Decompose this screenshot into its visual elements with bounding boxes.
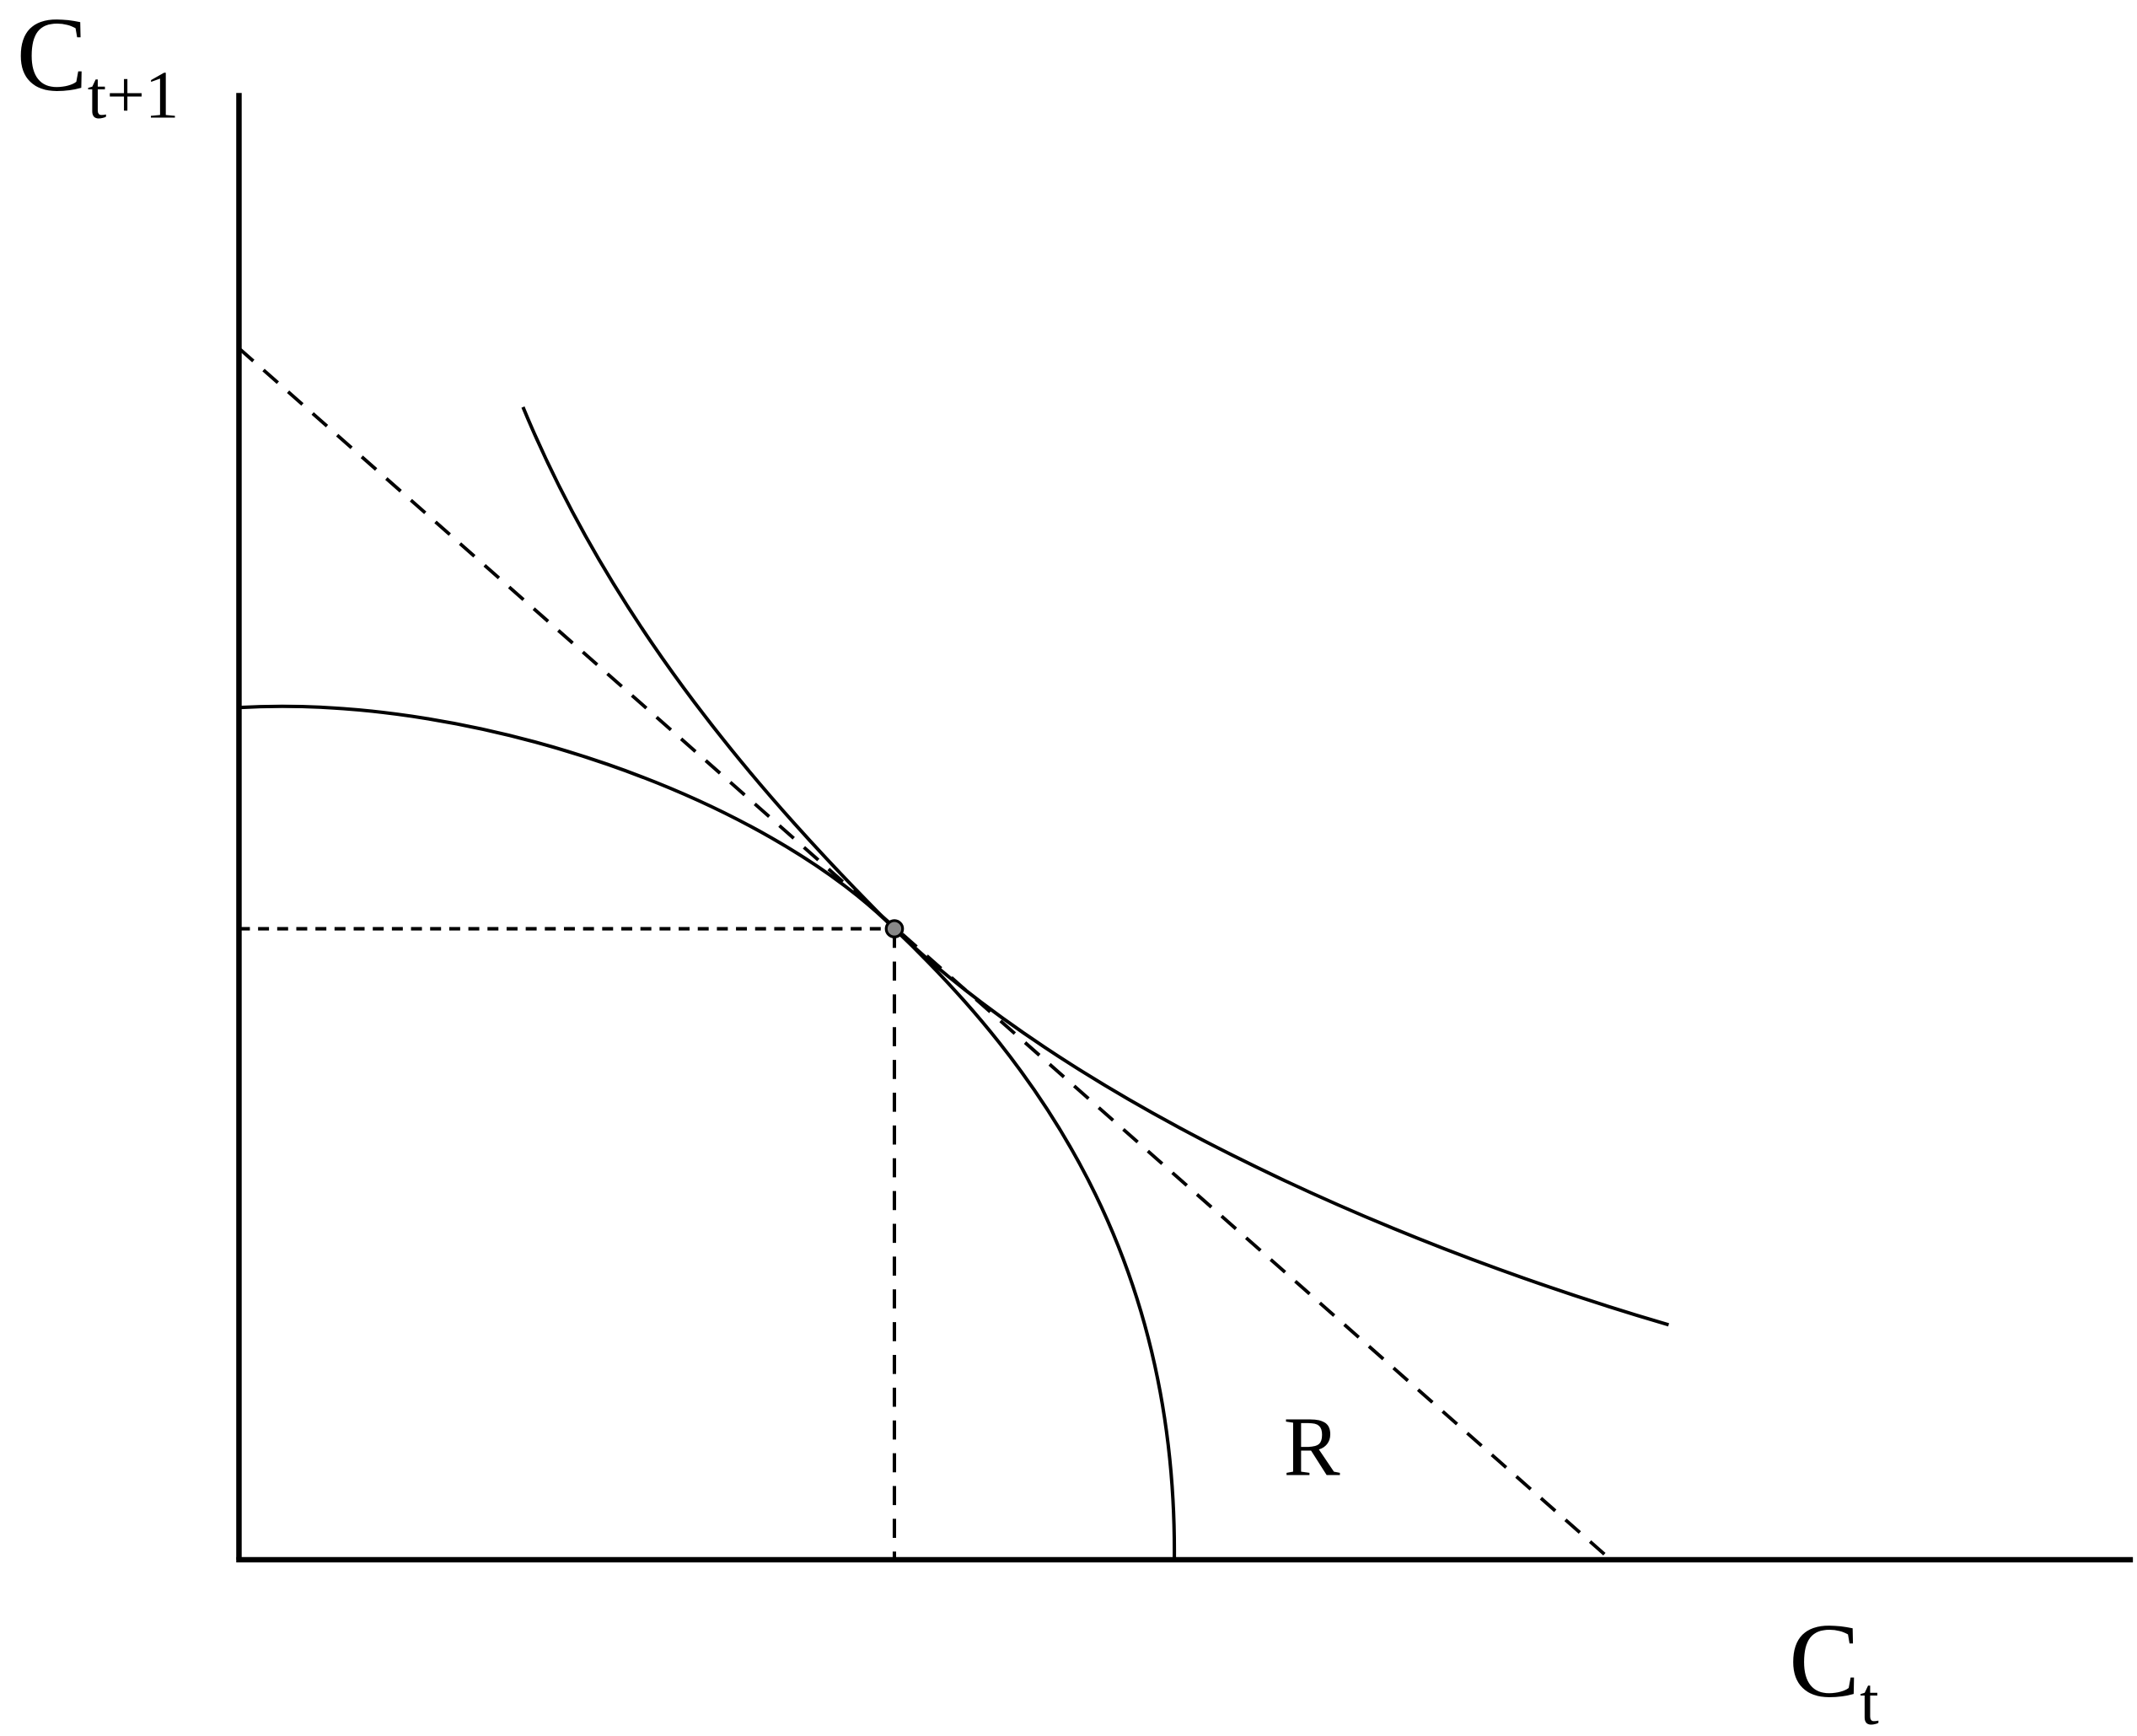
x-axis-label-sub: t [1860, 1663, 1879, 1736]
budget-line [238, 347, 1606, 1556]
x-axis-label: Ct [1789, 1602, 1879, 1736]
y-axis-label-main: C [16, 0, 87, 114]
indifference-curve [521, 406, 1669, 1327]
x-axis-label-main: C [1789, 1602, 1860, 1720]
region-label: R [1284, 1400, 1340, 1494]
y-axis-label-sub: t+1 [88, 56, 180, 132]
production-frontier [239, 704, 1177, 1560]
tangency-point [884, 919, 905, 938]
y-axis-label: Ct+1 [16, 0, 179, 132]
